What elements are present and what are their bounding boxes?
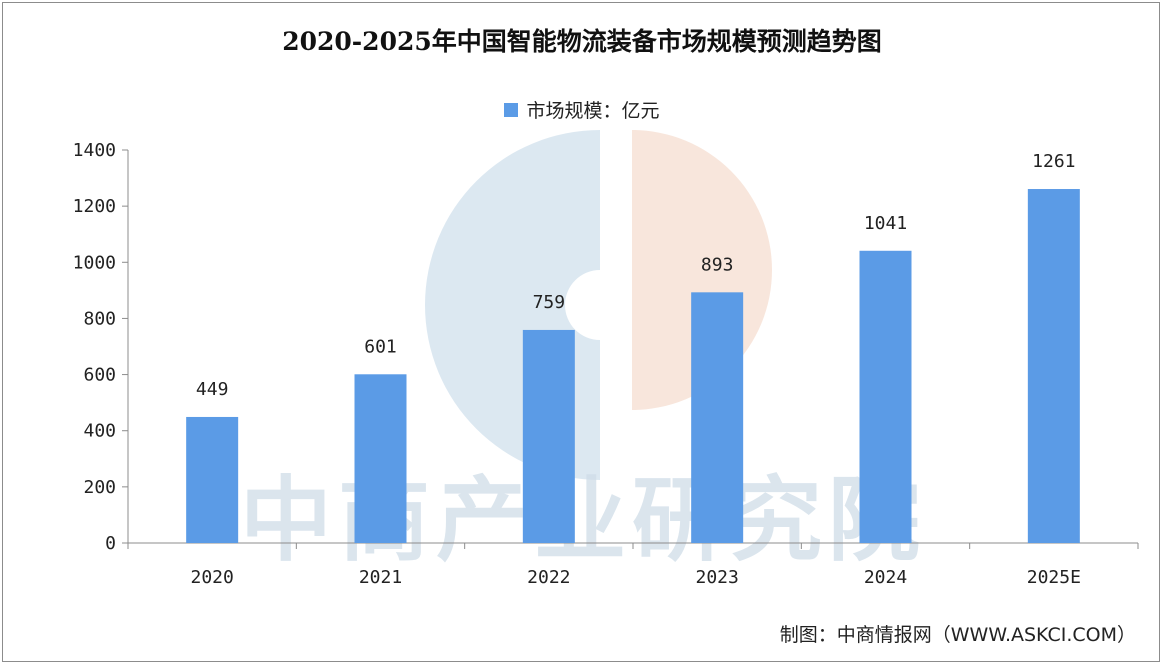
- bar: [354, 374, 407, 543]
- legend-label: 市场规模：亿元: [526, 100, 660, 122]
- y-tick-label: 200: [83, 477, 116, 498]
- x-tick-label: 2023: [695, 567, 738, 588]
- bars: [186, 189, 1080, 543]
- watermark: 中商产业研究院: [240, 130, 926, 574]
- source-note: 制图：中商情报网（WWW.ASKCI.COM）: [779, 624, 1136, 646]
- y-tick-label: 600: [83, 365, 116, 386]
- data-label: 1261: [1032, 151, 1075, 172]
- x-tick-label: 2021: [359, 567, 402, 588]
- bar: [691, 292, 744, 543]
- data-label: 759: [533, 292, 566, 313]
- labels: 449 601 759 893 1041 1261: [196, 151, 1076, 400]
- bar: [186, 416, 239, 543]
- data-label: 449: [196, 379, 229, 400]
- x-tick-label: 2024: [864, 567, 907, 588]
- data-label: 1041: [864, 213, 907, 234]
- chart-title: 2020-2025年中国智能物流装备市场规模预测趋势图: [282, 27, 882, 56]
- y-tick-label: 800: [83, 308, 116, 329]
- watermark-text: 中商产业研究院: [240, 467, 926, 574]
- axes: 0 200 400 600 800 1000 1200 1400 2020 2021 2022 202…: [73, 140, 1139, 588]
- data-label: 601: [364, 336, 397, 357]
- legend: 市场规模：亿元: [0, 96, 1164, 123]
- bar: [859, 250, 912, 543]
- x-tick-label: 2025E: [1027, 567, 1081, 588]
- data-label: 893: [701, 254, 734, 275]
- bar: [1027, 189, 1080, 543]
- y-tick-label: 1200: [73, 196, 116, 217]
- x-tick-label: 2020: [190, 567, 233, 588]
- legend-swatch: [504, 102, 519, 117]
- bar: [522, 329, 575, 543]
- y-tick-label: 0: [105, 533, 116, 554]
- y-tick-label: 1400: [73, 140, 116, 161]
- x-tick-label: 2022: [527, 567, 570, 588]
- y-tick-label: 400: [83, 421, 116, 442]
- y-tick-label: 1000: [73, 252, 116, 273]
